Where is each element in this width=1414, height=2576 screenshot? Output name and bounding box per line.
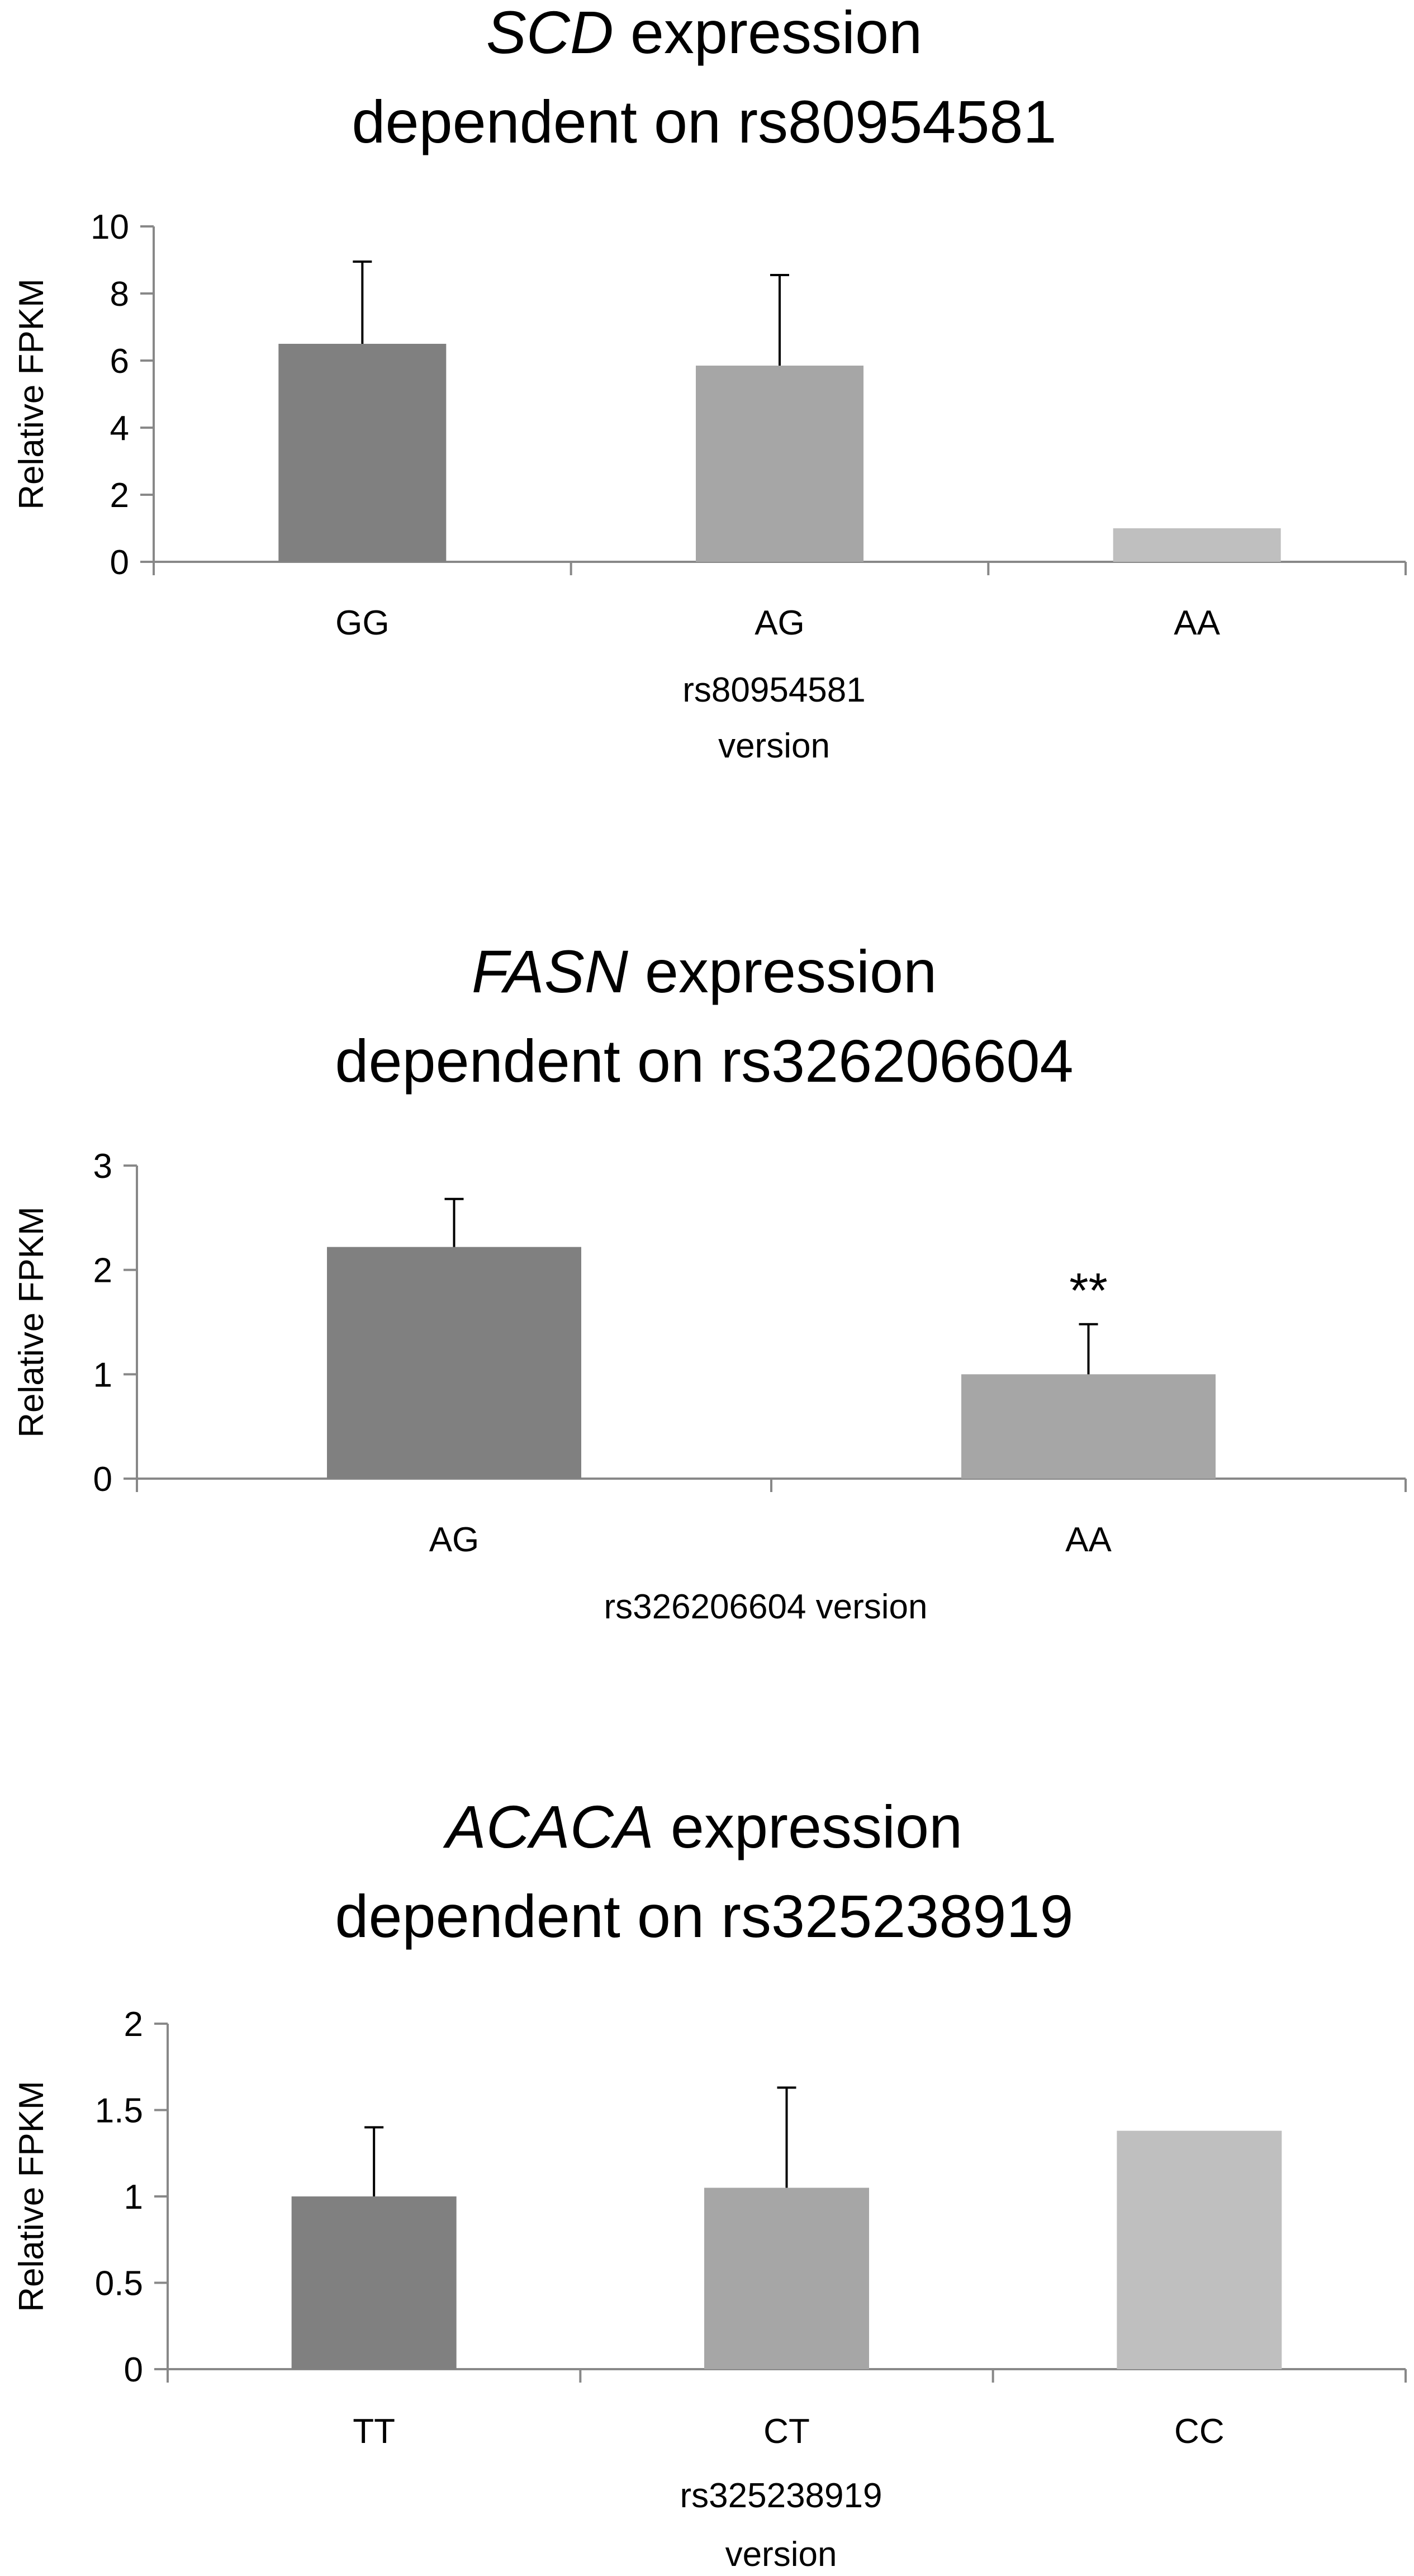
x-category-label: TT (353, 2412, 395, 2451)
y-axis-title: Relative FPKM (12, 2081, 51, 2312)
x-category-label: CT (763, 2412, 810, 2451)
chart-panel-0: SCD expression dependent on rs80954581 0 2 4… (12, 0, 1407, 765)
bar-cc (1117, 2130, 1282, 2369)
y-tick-label: 4 (110, 409, 129, 448)
x-axis-title: rs80954581 (682, 671, 866, 709)
chart-title-line1: SCD expression (486, 0, 922, 66)
chart-title-suffix: expression (654, 1793, 962, 1860)
y-tick-label: 2 (110, 476, 129, 515)
y-tick-label: 8 (110, 275, 129, 314)
chart-title-line2: dependent on rs325238919 (335, 1882, 1073, 1950)
x-category-label: AA (1174, 604, 1220, 642)
bar-ag (327, 1247, 581, 1479)
y-tick-label: 2 (93, 1252, 112, 1290)
chart-title-gene: FASN (472, 937, 629, 1005)
bar-tt (291, 2196, 457, 2369)
x-category-label: AA (1065, 1521, 1112, 1559)
chart-title-gene: ACACA (443, 1793, 654, 1860)
x-axis-title: rs326206604 version (604, 1588, 927, 1626)
y-tick-label: 0 (124, 2351, 143, 2389)
x-category-label: AG (755, 604, 805, 642)
x-category-label: GG (335, 604, 389, 642)
y-tick-label: 1 (93, 1356, 112, 1394)
y-tick-label: 1 (124, 2178, 143, 2217)
chart-title-line2: dependent on rs326206604 (335, 1027, 1073, 1095)
chart-title-line1: ACACA expression (443, 1793, 962, 1860)
chart-title-line1: FASN expression (472, 937, 937, 1005)
chart-title-line2: dependent on rs80954581 (352, 88, 1056, 155)
y-tick-label: 1.5 (95, 2092, 143, 2130)
chart-title-suffix: expression (614, 0, 922, 66)
bar-aa (961, 1374, 1216, 1479)
bar-aa (1113, 528, 1281, 562)
y-axis-title: Relative FPKM (12, 278, 51, 509)
x-category-label: AG (429, 1521, 480, 1559)
bar-ct (704, 2187, 869, 2369)
chart-title-suffix: expression (628, 937, 937, 1005)
y-tick-label: 10 (91, 208, 129, 247)
x-category-label: CC (1174, 2412, 1225, 2451)
chart-panel-2: ACACA expression dependent on rs325238919… (12, 1793, 1407, 2574)
chart-title-gene: SCD (486, 0, 614, 66)
y-tick-label: 6 (110, 342, 129, 381)
x-axis-title: version (725, 2535, 837, 2574)
y-tick-label: 0 (110, 543, 129, 582)
y-tick-label: 3 (93, 1147, 112, 1186)
y-axis-title: Relative FPKM (12, 1206, 51, 1437)
bar-ag (696, 366, 863, 562)
y-tick-label: 0 (93, 1460, 112, 1499)
x-axis-title: rs325238919 (680, 2476, 882, 2515)
y-tick-label: 2 (124, 2005, 143, 2044)
significance-annotation: ** (1069, 1263, 1108, 1318)
y-tick-label: 0.5 (95, 2265, 143, 2303)
x-axis-title: version (718, 727, 830, 765)
chart-panel-1: FASN expression dependent on rs326206604 0… (12, 937, 1407, 1626)
bar-gg (278, 344, 447, 562)
